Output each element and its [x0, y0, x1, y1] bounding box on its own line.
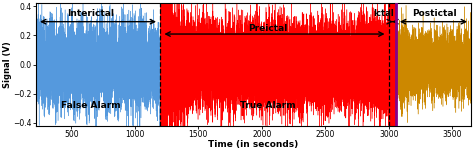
Text: Postictal: Postictal — [412, 9, 457, 18]
Text: False Alarm: False Alarm — [61, 101, 120, 110]
X-axis label: Time (in seconds): Time (in seconds) — [209, 140, 299, 149]
Text: True Alarm: True Alarm — [240, 101, 296, 110]
Text: Preictal: Preictal — [248, 24, 288, 33]
Y-axis label: Signal (V): Signal (V) — [3, 41, 12, 88]
Text: Interictal: Interictal — [67, 9, 114, 18]
Text: Ictal: Ictal — [373, 9, 394, 18]
